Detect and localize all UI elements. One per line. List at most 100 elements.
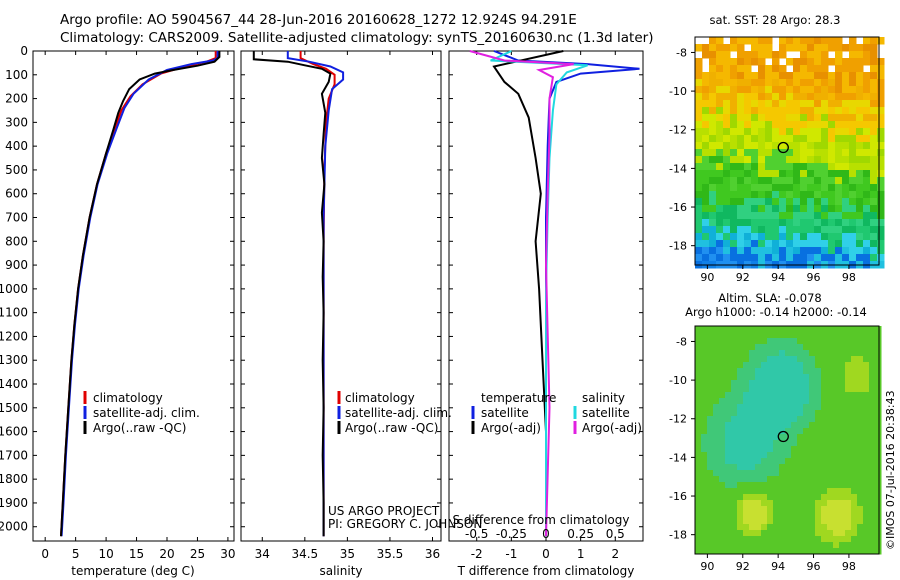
sst-map-title: sat. SST: 28 Argo: 28.3 [710, 13, 841, 27]
map-cell [807, 44, 815, 52]
map-cell [839, 350, 846, 357]
map-cell [767, 356, 774, 363]
map-cell [743, 548, 750, 555]
map-cell [723, 79, 731, 87]
map-cell [723, 163, 731, 171]
map-cell [877, 100, 885, 108]
map-cell [814, 65, 822, 73]
map-cell [809, 410, 816, 417]
map-cell [719, 518, 726, 525]
map-cell [821, 350, 828, 357]
map-cell [695, 219, 703, 227]
map-cell [863, 464, 870, 471]
map-cell [730, 198, 738, 206]
map-cell [725, 530, 732, 537]
map-cell [807, 191, 815, 199]
map-cell [821, 65, 829, 73]
map-cell [737, 191, 745, 199]
map-cell [758, 107, 766, 115]
map-cell [723, 184, 731, 192]
map-cell [842, 163, 850, 171]
map-cell [744, 240, 752, 248]
map-cell [737, 386, 744, 393]
map-cell [815, 398, 822, 405]
map-cell [803, 332, 810, 339]
map-cell [749, 428, 756, 435]
map-cell [772, 212, 780, 220]
map-cell [713, 482, 720, 489]
map-cell [863, 226, 871, 234]
map-cell [737, 416, 744, 423]
map-cell [833, 524, 840, 531]
map-cell [839, 356, 846, 363]
map-cell [815, 464, 822, 471]
map-cell [772, 177, 780, 185]
map-cell [767, 494, 774, 501]
map-cell [758, 219, 766, 227]
map-cell [737, 452, 744, 459]
map-cell [800, 79, 808, 87]
map-cell [737, 79, 745, 87]
map-cell [870, 100, 878, 108]
map-cell [707, 362, 714, 369]
map-cell [807, 128, 815, 136]
map-cell [779, 233, 787, 241]
map-cell [701, 512, 708, 519]
map-cell [875, 404, 882, 411]
depth-tick-label: 600 [5, 187, 28, 201]
map-cell [851, 524, 858, 531]
map-cell [695, 338, 702, 345]
map-cell [827, 512, 834, 519]
map-cell [731, 416, 738, 423]
map-cell [800, 205, 808, 213]
map-cell [842, 149, 850, 157]
map-cell [744, 37, 752, 45]
map-cell [807, 135, 815, 143]
map-cell [877, 107, 885, 115]
map-cell [761, 344, 768, 351]
map-cell [857, 506, 864, 513]
map-cell [839, 482, 846, 489]
map-cell [791, 410, 798, 417]
map-cell [731, 356, 738, 363]
map-cell [786, 121, 794, 129]
map-cell [765, 163, 773, 171]
map-cell [749, 524, 756, 531]
map-cell [731, 464, 738, 471]
map-cell [800, 240, 808, 248]
map-cell [761, 332, 768, 339]
map-cell [791, 404, 798, 411]
map-cell [695, 93, 703, 101]
map-cell [870, 37, 878, 45]
map-cell [765, 240, 773, 248]
map-cell [701, 434, 708, 441]
map-cell [786, 44, 794, 52]
map-cell [751, 177, 759, 185]
map-cell [779, 128, 787, 136]
map-cell [827, 464, 834, 471]
map-cell [870, 191, 878, 199]
map-cell [856, 233, 864, 241]
map-cell [713, 344, 720, 351]
map-cell [737, 247, 745, 255]
map-cell [761, 500, 768, 507]
map-cell [845, 452, 852, 459]
map-cell [773, 368, 780, 375]
temperature-panel-frame [32, 50, 235, 542]
map-cell [828, 233, 836, 241]
map-cell [743, 446, 750, 453]
map-cell [821, 410, 828, 417]
map-cell [827, 362, 834, 369]
map-cell [772, 149, 780, 157]
map-cell [845, 524, 852, 531]
map-cell [821, 506, 828, 513]
map-cell [765, 233, 773, 241]
map-cell [719, 344, 726, 351]
map-cell [713, 494, 720, 501]
map-cell [707, 464, 714, 471]
map-cell [793, 191, 801, 199]
map-cell [870, 156, 878, 164]
map-cell [870, 142, 878, 150]
map-cell [779, 51, 787, 59]
map-cell [772, 135, 780, 143]
